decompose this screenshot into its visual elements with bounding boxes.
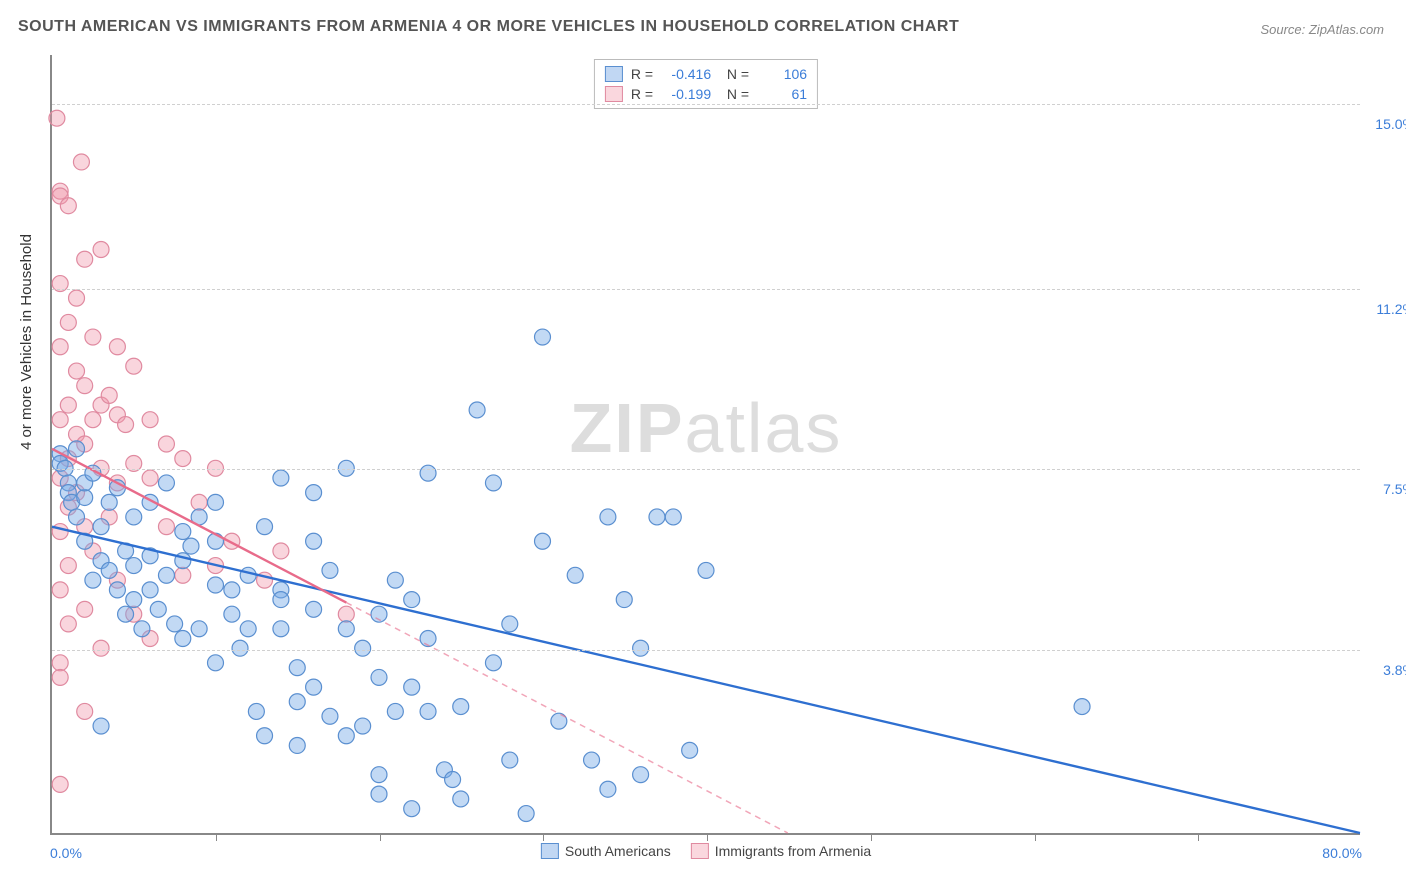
x-tick [707, 833, 708, 841]
correlation-stats-box: R = -0.416 N = 106 R = -0.199 N = 61 [594, 59, 818, 109]
x-tick [543, 833, 544, 841]
n-label: N = [719, 86, 749, 102]
gridline [52, 289, 1360, 290]
swatch-blue-icon [605, 66, 623, 82]
legend-item-blue: South Americans [541, 843, 671, 859]
n-value-pink: 61 [757, 86, 807, 102]
gridline [52, 650, 1360, 651]
x-axis-min: 0.0% [50, 845, 82, 861]
x-tick [216, 833, 217, 841]
x-tick [380, 833, 381, 841]
gridline [52, 104, 1360, 105]
gridline [52, 469, 1360, 470]
plot-area: ZIPatlas R = -0.416 N = 106 R = -0.199 N… [50, 55, 1360, 835]
x-tick [871, 833, 872, 841]
x-tick [1198, 833, 1199, 841]
y-axis-label: 4 or more Vehicles in Household [18, 234, 35, 450]
source-attribution: Source: ZipAtlas.com [1260, 22, 1384, 37]
chart-title: SOUTH AMERICAN VS IMMIGRANTS FROM ARMENI… [18, 18, 959, 36]
x-axis-max: 80.0% [1322, 845, 1362, 861]
n-value-blue: 106 [757, 66, 807, 82]
swatch-pink-icon [605, 86, 623, 102]
scatter-svg [52, 55, 1360, 833]
y-tick-label: 11.2% [1365, 301, 1406, 317]
x-tick [1035, 833, 1036, 841]
y-tick-label: 7.5% [1365, 481, 1406, 497]
y-tick-label: 3.8% [1365, 662, 1406, 678]
r-value-blue: -0.416 [661, 66, 711, 82]
n-label: N = [719, 66, 749, 82]
legend-item-pink: Immigrants from Armenia [691, 843, 871, 859]
stats-row-blue: R = -0.416 N = 106 [605, 64, 807, 84]
legend-label-blue: South Americans [565, 843, 671, 859]
r-value-pink: -0.199 [661, 86, 711, 102]
r-label: R = [631, 66, 653, 82]
legend-swatch-blue-icon [541, 843, 559, 859]
stats-row-pink: R = -0.199 N = 61 [605, 84, 807, 104]
legend-label-pink: Immigrants from Armenia [715, 843, 871, 859]
legend-swatch-pink-icon [691, 843, 709, 859]
r-label: R = [631, 86, 653, 102]
bottom-legend: South Americans Immigrants from Armenia [541, 843, 871, 859]
y-tick-label: 15.0% [1365, 116, 1406, 132]
